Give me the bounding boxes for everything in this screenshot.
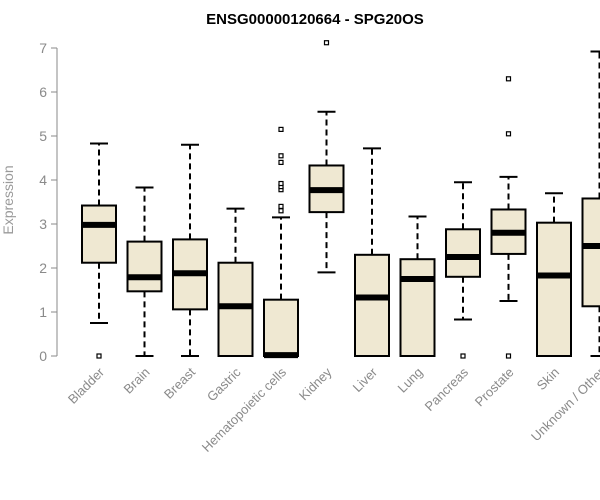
outlier-point [505, 131, 512, 137]
iqr-box [399, 258, 436, 358]
y-tick-label: 6 [39, 84, 47, 100]
y-axis-label: Expression [0, 165, 16, 234]
outlier-point [323, 40, 330, 46]
x-tick-label: Breast [161, 364, 198, 401]
outlier-point [96, 353, 102, 359]
iqr-box [445, 228, 481, 278]
y-tick-label: 4 [39, 172, 47, 188]
outlier-point [278, 203, 284, 209]
box-group [354, 147, 390, 357]
outlier-point [505, 76, 512, 82]
box-group [536, 192, 572, 357]
boxes-layer [81, 40, 600, 359]
y-tick-label: 7 [39, 40, 47, 56]
y-axis: 0 1 2 3 4 5 6 7 [39, 40, 58, 364]
outlier-point [278, 159, 284, 165]
x-tick-label: Gastric [204, 364, 244, 404]
box-group [308, 40, 345, 274]
x-tick-label: Lung [395, 365, 426, 396]
x-tick-label: Pancreas [422, 364, 472, 414]
box-group [445, 181, 481, 359]
x-tick-label: Brain [121, 365, 153, 397]
box-group [263, 126, 299, 359]
outlier-point [278, 180, 284, 187]
x-tick-label: Hematopoietic cells [199, 364, 290, 455]
outlier-point [278, 126, 284, 133]
iqr-box [126, 240, 163, 293]
box-group [399, 215, 436, 358]
box-group [81, 142, 117, 359]
iqr-box [581, 197, 600, 308]
y-tick-label: 0 [39, 348, 47, 364]
x-tick-label: Skin [534, 365, 562, 393]
outlier-point [505, 353, 512, 359]
iqr-box [263, 298, 299, 357]
box-group [490, 76, 527, 359]
outlier-point [278, 208, 284, 214]
box-group [126, 186, 163, 357]
box-group [581, 50, 600, 357]
outlier-point [278, 153, 284, 159]
x-tick-label: Prostate [472, 365, 517, 410]
x-tick-label: Kidney [296, 364, 335, 403]
iqr-box [81, 204, 117, 264]
x-tick-label: Bladder [65, 364, 108, 407]
iqr-box [354, 253, 390, 357]
chart-title: ENSG00000120664 - SPG20OS [206, 11, 424, 28]
x-tick-label: Liver [350, 364, 381, 395]
y-tick-label: 3 [39, 216, 47, 232]
y-tick-label: 1 [39, 304, 47, 320]
box-group [172, 143, 208, 357]
outlier-point [460, 353, 466, 359]
y-tick-label: 2 [39, 260, 47, 276]
iqr-box [536, 221, 572, 357]
box-group [217, 207, 254, 357]
y-tick-label: 5 [39, 128, 47, 144]
iqr-box [217, 261, 254, 357]
